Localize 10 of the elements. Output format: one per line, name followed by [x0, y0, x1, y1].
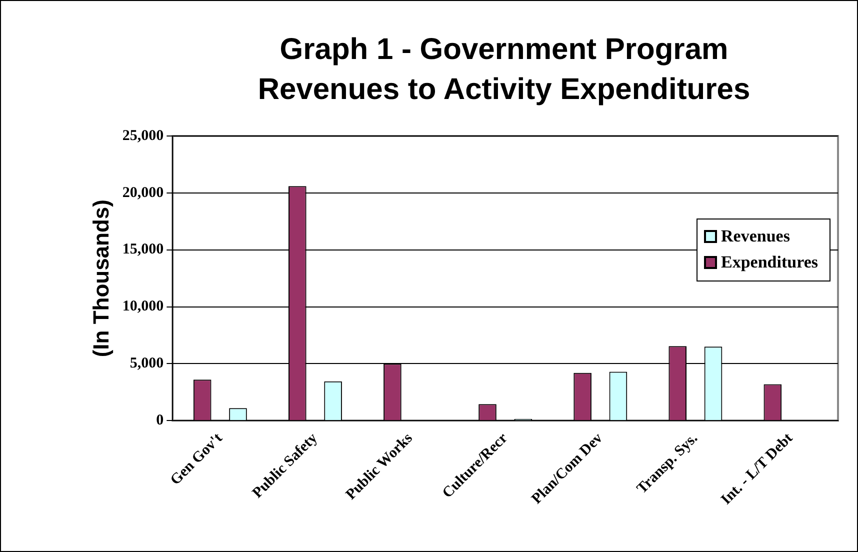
y-tick-label: 0: [156, 412, 164, 429]
y-tick-label: 20,000: [122, 184, 164, 201]
legend-label: Expenditures: [721, 252, 818, 272]
legend-label: Revenues: [721, 226, 790, 246]
y-axis-title: (In Thousands): [88, 200, 114, 358]
y-tick-label: 25,000: [122, 128, 164, 144]
chart-title: Graph 1 - Government Program Revenues to Activity Expenditures: [256, 32, 752, 108]
y-tick-label: 5,000: [130, 356, 164, 372]
y-tick-label: 15,000: [122, 242, 164, 258]
y-tick-label: 10,000: [122, 298, 164, 315]
